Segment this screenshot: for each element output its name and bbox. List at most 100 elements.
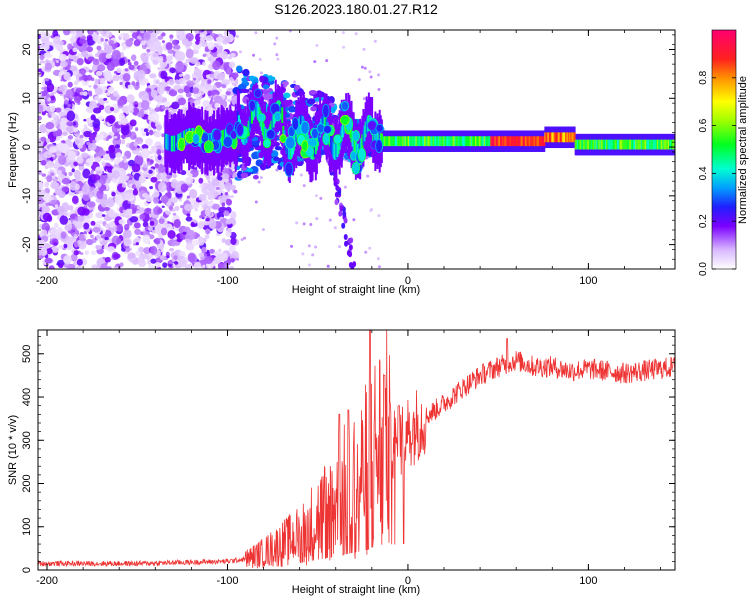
noise-blob bbox=[88, 69, 93, 73]
tone-core bbox=[410, 136, 413, 147]
tone-core bbox=[460, 136, 463, 147]
noise-blob bbox=[59, 40, 64, 46]
noise-blob bbox=[38, 71, 42, 78]
tone-core bbox=[316, 130, 319, 147]
noise-blob bbox=[45, 202, 51, 207]
tone-core bbox=[570, 132, 573, 143]
tone-core bbox=[498, 136, 501, 147]
noise-blob bbox=[185, 48, 194, 59]
noise-blob bbox=[39, 124, 48, 134]
noise-blob bbox=[165, 42, 173, 51]
noise-blob bbox=[154, 107, 161, 112]
transition-blob bbox=[238, 83, 247, 90]
noise-blob bbox=[230, 237, 237, 246]
tone-core bbox=[537, 136, 540, 147]
tone-core bbox=[549, 132, 552, 143]
noise-blob bbox=[276, 57, 280, 61]
tone-core bbox=[462, 136, 465, 147]
tone-core bbox=[472, 136, 475, 147]
noise-blob bbox=[90, 234, 94, 239]
noise-blob bbox=[167, 189, 171, 193]
noise-blob bbox=[185, 92, 192, 98]
tone-core bbox=[555, 132, 558, 143]
noise-blob bbox=[228, 171, 232, 176]
noise-blob bbox=[220, 50, 229, 60]
tone-core bbox=[354, 141, 357, 158]
noise-blob bbox=[124, 68, 129, 72]
noise-blob bbox=[225, 91, 231, 96]
tone-core bbox=[501, 136, 504, 147]
noise-blob bbox=[201, 182, 210, 191]
noise-blob bbox=[143, 246, 151, 255]
noise-blob bbox=[180, 170, 187, 176]
noise-blob bbox=[72, 127, 79, 132]
noise-blob bbox=[169, 38, 173, 42]
tone-core bbox=[654, 139, 657, 150]
tone-core bbox=[584, 139, 587, 150]
noise-blob bbox=[91, 264, 98, 269]
noise-blob bbox=[41, 37, 50, 43]
noise-blob bbox=[159, 254, 166, 261]
noise-blob bbox=[131, 32, 138, 39]
noise-blob bbox=[73, 241, 79, 248]
noise-blob bbox=[111, 191, 116, 197]
noise-blob bbox=[143, 128, 149, 133]
noise-blob bbox=[105, 73, 113, 82]
noise-blob bbox=[149, 32, 158, 39]
noise-blob bbox=[63, 71, 71, 81]
tone-core bbox=[480, 136, 483, 147]
tone-core bbox=[381, 136, 384, 147]
noise-blob bbox=[159, 61, 168, 68]
tone-core bbox=[459, 136, 462, 147]
tone-core bbox=[572, 132, 575, 143]
noise-blob bbox=[167, 201, 172, 206]
noise-blob bbox=[112, 103, 119, 109]
tone-core bbox=[505, 136, 508, 147]
noise-blob bbox=[57, 118, 62, 123]
noise-blob bbox=[133, 60, 139, 66]
noise-blob bbox=[147, 225, 153, 232]
noise-blob bbox=[161, 104, 166, 110]
tone-core bbox=[558, 132, 561, 143]
snr-series-line bbox=[38, 330, 675, 569]
tone-core bbox=[585, 139, 588, 150]
tone-core bbox=[515, 136, 518, 147]
noise-blob bbox=[275, 53, 279, 57]
noise-blob bbox=[122, 209, 127, 213]
noise-blob bbox=[104, 223, 111, 229]
tone-core bbox=[628, 139, 631, 150]
noise-blob bbox=[56, 43, 64, 52]
noise-blob bbox=[149, 145, 157, 154]
tone-core bbox=[466, 136, 469, 147]
noise-blob bbox=[233, 189, 238, 194]
tone-core bbox=[449, 136, 452, 147]
tone-core bbox=[535, 136, 538, 147]
noise-blob bbox=[377, 87, 381, 91]
spectrogram-y-tick-label: 20 bbox=[21, 43, 33, 55]
noise-blob bbox=[161, 40, 165, 44]
noise-blob bbox=[121, 106, 129, 112]
tone-core bbox=[550, 132, 553, 143]
noise-blob bbox=[215, 186, 220, 190]
tone-core bbox=[645, 139, 648, 150]
noise-blob bbox=[184, 264, 193, 269]
tone-core bbox=[313, 141, 316, 158]
noise-blob bbox=[142, 92, 149, 100]
tone-core bbox=[507, 136, 510, 147]
noise-blob bbox=[364, 250, 368, 254]
noise-blob bbox=[157, 154, 162, 161]
noise-blob bbox=[50, 228, 59, 239]
noise-blob bbox=[178, 198, 183, 202]
noise-blob bbox=[38, 104, 44, 113]
tone-core bbox=[637, 139, 640, 150]
tone-core bbox=[287, 143, 290, 160]
tone-core bbox=[620, 139, 623, 150]
noise-blob bbox=[124, 190, 133, 200]
noise-blob bbox=[67, 81, 73, 88]
tone-core bbox=[568, 132, 571, 143]
noise-blob bbox=[123, 32, 130, 40]
tone-core bbox=[647, 139, 650, 150]
tone-core bbox=[361, 134, 364, 150]
tone-blob bbox=[322, 132, 331, 146]
noise-blob bbox=[94, 78, 99, 85]
